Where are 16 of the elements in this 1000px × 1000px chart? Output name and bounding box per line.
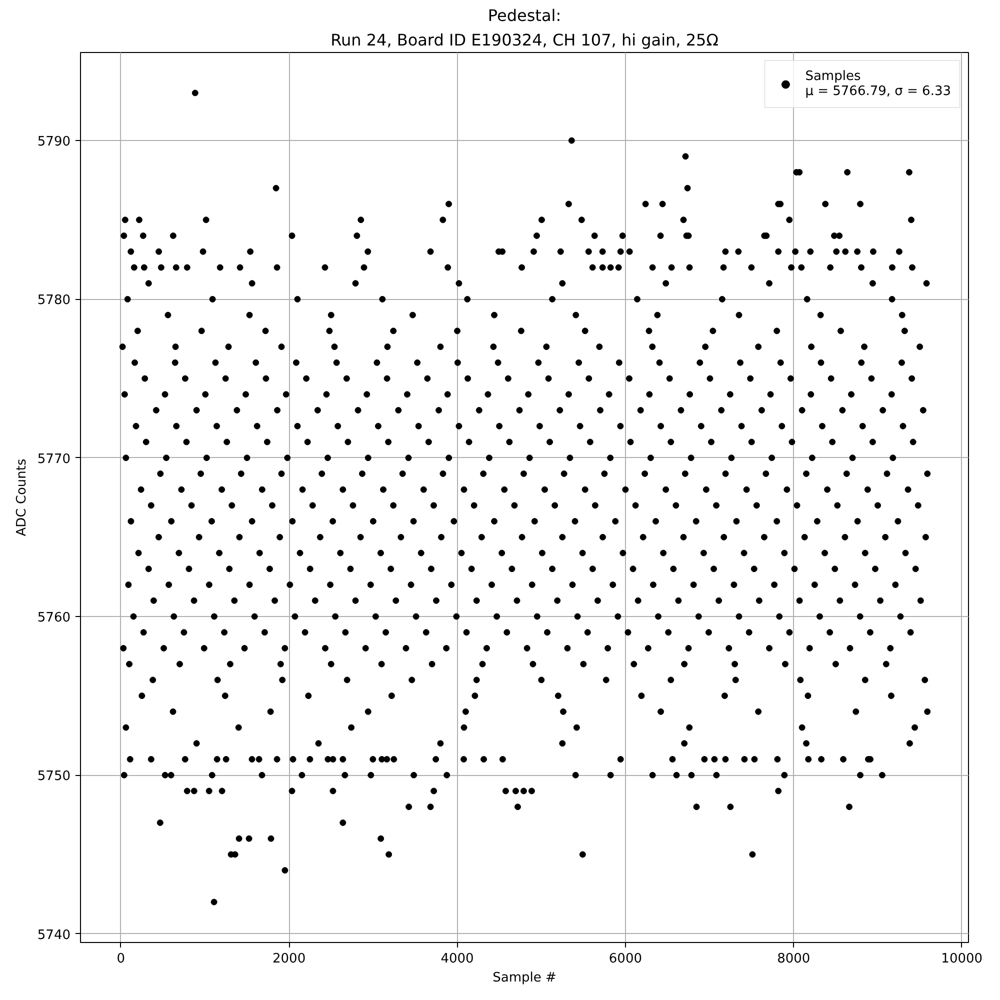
x-tick-label: 2000 <box>272 952 306 966</box>
y-tick-label: 5750 <box>37 769 71 784</box>
x-axis-title: Sample # <box>492 970 556 986</box>
y-tick-label: 5770 <box>37 452 71 467</box>
y-tick-label: 5740 <box>37 928 71 943</box>
y-axis-title: ADC Counts <box>14 458 30 536</box>
y-tick-label: 5760 <box>37 610 71 626</box>
x-tick-label: 4000 <box>440 952 474 966</box>
y-tick-label: 5780 <box>37 293 71 308</box>
chart-title: Pedestal: Run 24, Board ID E190324, CH 107, hi gain, 25Ω <box>330 6 718 50</box>
x-tick-label: 8000 <box>777 952 810 966</box>
x-tick-label: 0 <box>116 952 126 966</box>
legend-label: Samples μ = 5766.79, σ = 6.33 <box>805 69 951 99</box>
y-tick-label: 5790 <box>37 134 71 150</box>
x-tick-label: 10000 <box>941 952 983 966</box>
x-tick-label: 6000 <box>608 952 642 966</box>
